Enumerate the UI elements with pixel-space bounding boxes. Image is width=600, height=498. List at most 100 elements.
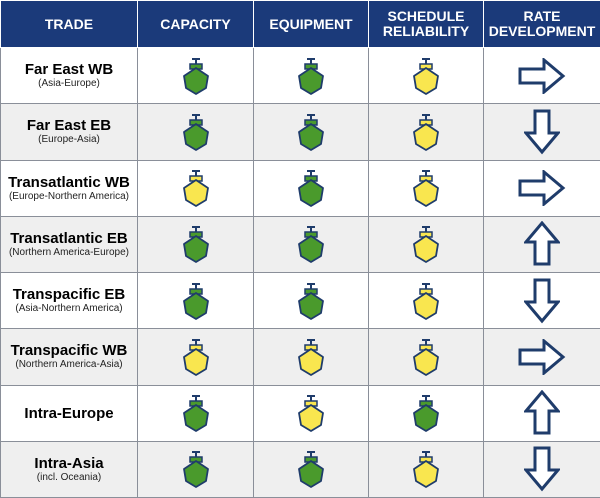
- table-row: Transatlantic WB (Europe-Northern America…: [0, 159, 600, 217]
- ship-green-icon: [182, 451, 209, 489]
- ship-yellow-icon: [413, 170, 439, 208]
- header-rate-development-label: RATE DEVELOPMENT: [488, 8, 596, 39]
- trade-name: Intra-Asia: [34, 454, 104, 472]
- trade-name: Transpacific EB: [12, 286, 126, 304]
- capacity-cell: [137, 384, 254, 442]
- reliability-cell: [368, 328, 484, 386]
- rate-development-cell: [483, 271, 600, 330]
- reliability-cell: [368, 103, 484, 161]
- ship-green-icon: [298, 113, 324, 151]
- ship-green-icon: [182, 113, 209, 151]
- trade-subtitle: (Europe-Northern America): [8, 190, 130, 202]
- ship-yellow-icon: [413, 338, 439, 376]
- ship-yellow-icon: [413, 451, 439, 489]
- table-row: Transatlantic EB (Northern America-Europe…: [0, 215, 600, 274]
- equipment-cell: [253, 271, 369, 330]
- rate-development-cell: [483, 103, 600, 161]
- ship-green-icon: [298, 282, 324, 320]
- capacity-cell: [137, 328, 254, 386]
- trade-cell: Far East WB (Asia-Europe): [0, 46, 138, 105]
- trade-name: Transpacific WB: [10, 342, 128, 360]
- equipment-cell: [253, 328, 369, 386]
- header-equipment: EQUIPMENT: [253, 0, 369, 48]
- ship-yellow-icon: [413, 57, 439, 95]
- rate-development-cell: [483, 159, 600, 217]
- header-row: TRADE CAPACITY EQUIPMENT SCHEDULE RELIABI…: [0, 0, 600, 48]
- ship-green-icon: [298, 57, 324, 95]
- arrow-up-icon: [524, 390, 560, 435]
- ship-yellow-icon: [413, 282, 439, 320]
- capacity-cell: [137, 46, 254, 105]
- ship-yellow-icon: [413, 226, 439, 264]
- rate-development-cell: [483, 46, 600, 105]
- capacity-cell: [137, 271, 254, 330]
- equipment-cell: [253, 159, 369, 217]
- ship-yellow-icon: [298, 338, 324, 376]
- ship-green-icon: [413, 395, 439, 433]
- equipment-cell: [253, 215, 369, 274]
- header-capacity-label: CAPACITY: [160, 15, 231, 32]
- table-row: Transpacific WB (Northern America-Asia): [0, 328, 600, 386]
- equipment-cell: [253, 440, 369, 498]
- reliability-cell: [368, 440, 484, 498]
- header-equipment-label: EQUIPMENT: [269, 15, 353, 32]
- equipment-cell: [253, 384, 369, 442]
- ship-yellow-icon: [182, 338, 209, 376]
- arrow-down-icon: [524, 109, 560, 155]
- rate-development-cell: [483, 440, 600, 498]
- trade-name: Far East WB: [24, 61, 114, 79]
- arrow-right-icon: [518, 338, 566, 375]
- ship-green-icon: [298, 226, 324, 264]
- trade-name: Transatlantic WB: [8, 173, 130, 191]
- reliability-cell: [368, 215, 484, 274]
- table-row: Far East EB (Europe-Asia): [0, 103, 600, 161]
- trade-subtitle: (Asia-Europe): [38, 78, 100, 90]
- reliability-cell: [368, 159, 484, 217]
- trade-subtitle: (incl. Oceania): [36, 471, 102, 483]
- trade-cell: Transatlantic EB (Northern America-Europe…: [0, 215, 138, 274]
- arrow-down-icon: [524, 446, 560, 492]
- header-schedule-reliability-label: SCHEDULE RELIABILITY: [382, 8, 470, 39]
- ship-green-icon: [182, 395, 209, 433]
- trade-cell: Transatlantic WB (Europe-Northern America…: [0, 159, 138, 217]
- trade-name: Transatlantic EB: [10, 229, 128, 247]
- trade-cell: Transpacific EB (Asia-Northern America): [0, 271, 138, 330]
- reliability-cell: [368, 271, 484, 330]
- trade-cell: Intra-Europe: [0, 384, 138, 442]
- header-trade: TRADE: [0, 0, 138, 48]
- ship-yellow-icon: [182, 170, 209, 208]
- rate-development-cell: [483, 384, 600, 442]
- ship-green-icon: [182, 282, 209, 320]
- trade-subtitle: (Northern America-Europe): [8, 246, 130, 258]
- equipment-cell: [253, 46, 369, 105]
- arrow-right-icon: [518, 57, 566, 94]
- reliability-cell: [368, 384, 484, 442]
- trade-name: Intra-Europe: [24, 404, 114, 422]
- capacity-cell: [137, 440, 254, 498]
- trade-subtitle: (Europe-Asia): [38, 134, 100, 146]
- header-schedule-reliability: SCHEDULE RELIABILITY: [368, 0, 484, 48]
- header-trade-label: TRADE: [44, 15, 94, 32]
- arrow-down-icon: [524, 278, 560, 323]
- arrow-right-icon: [518, 170, 566, 207]
- trade-name: Far East EB: [26, 117, 112, 135]
- table-row: Far East WB (Asia-Europe): [0, 46, 600, 105]
- reliability-cell: [368, 46, 484, 105]
- rate-development-cell: [483, 215, 600, 274]
- table-body: Far East WB (Asia-Europe) Far East EB (Euro…: [0, 46, 600, 498]
- arrow-up-icon: [524, 221, 560, 266]
- table-row: Intra-Europe: [0, 384, 600, 442]
- rate-development-cell: [483, 328, 600, 386]
- trade-subtitle: (Northern America-Asia): [15, 359, 123, 371]
- trade-cell: Transpacific WB (Northern America-Asia): [0, 328, 138, 386]
- ship-green-icon: [298, 451, 324, 489]
- capacity-cell: [137, 159, 254, 217]
- trade-subtitle: (Asia-Northern America): [15, 303, 123, 315]
- table-row: Intra-Asia (incl. Oceania): [0, 440, 600, 498]
- ship-green-icon: [182, 57, 209, 95]
- capacity-cell: [137, 103, 254, 161]
- table-row: Transpacific EB (Asia-Northern America): [0, 271, 600, 330]
- capacity-cell: [137, 215, 254, 274]
- trade-cell: Far East EB (Europe-Asia): [0, 103, 138, 161]
- ship-green-icon: [182, 226, 209, 264]
